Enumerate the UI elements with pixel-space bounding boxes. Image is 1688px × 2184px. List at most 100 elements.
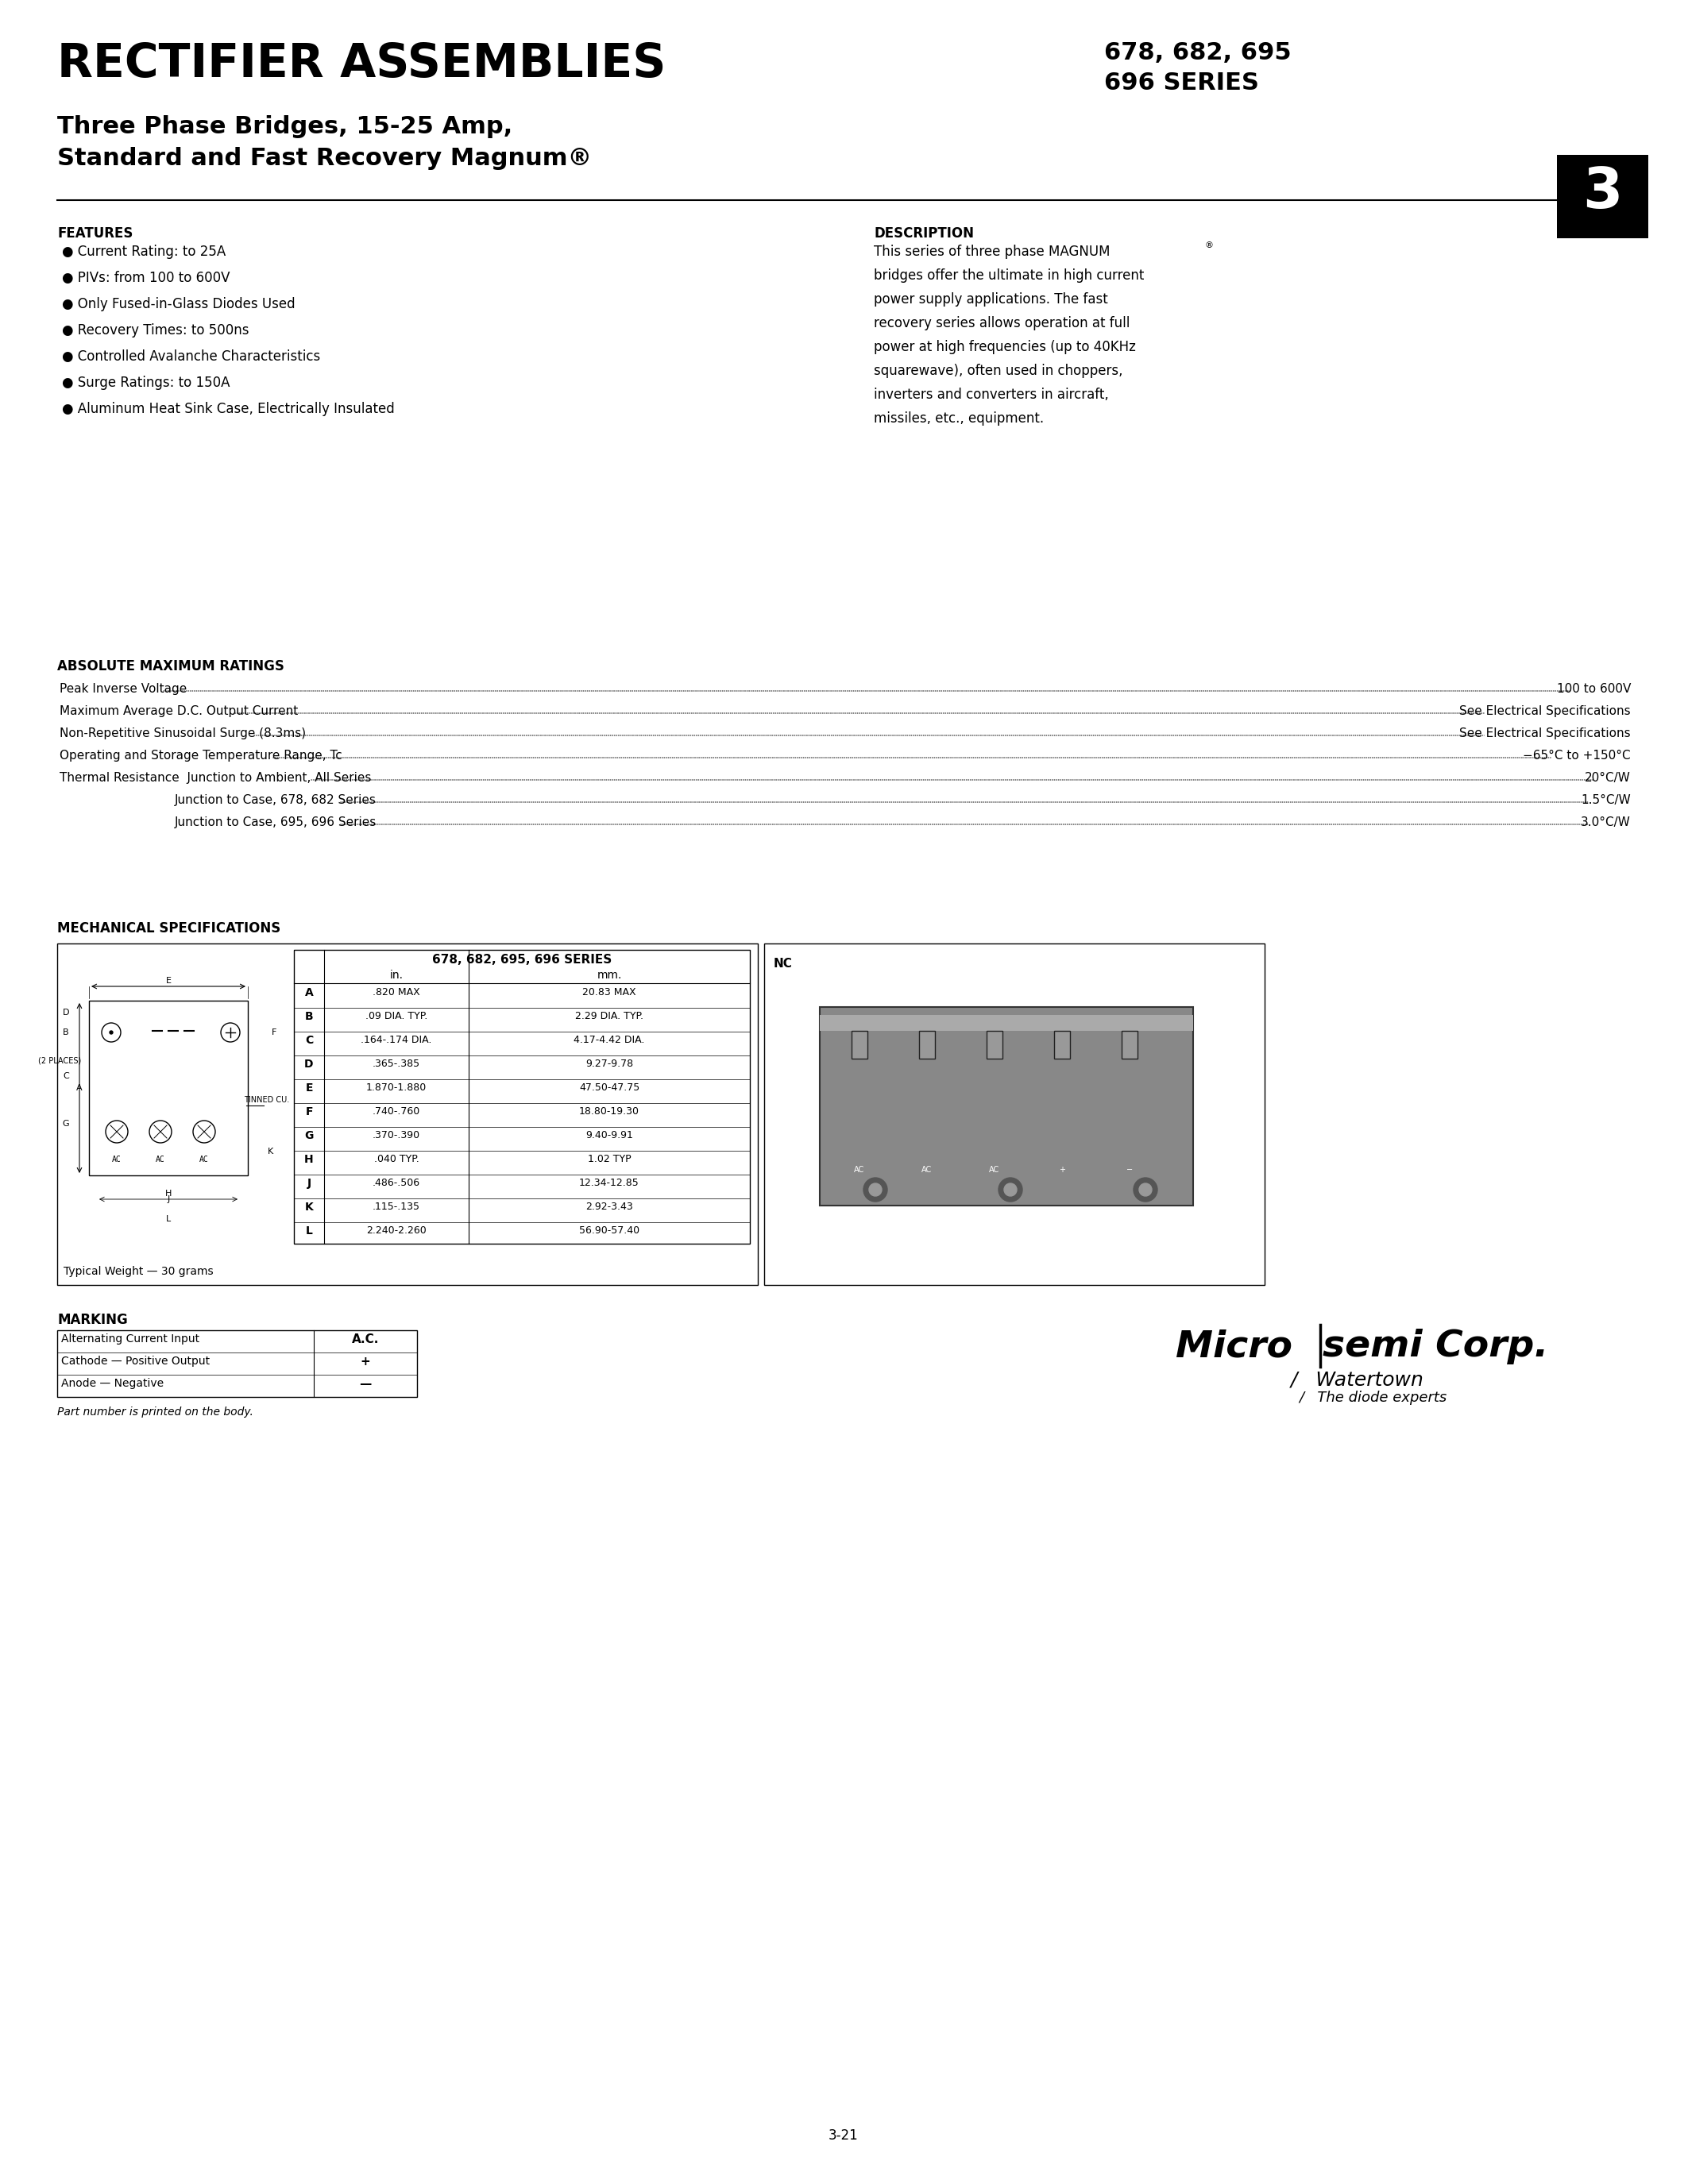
Text: Standard and Fast Recovery Magnum®: Standard and Fast Recovery Magnum® <box>57 146 592 170</box>
Text: AC: AC <box>155 1155 165 1164</box>
Text: Micro: Micro <box>1175 1328 1293 1365</box>
Text: TINNED CU.: TINNED CU. <box>243 1096 289 1103</box>
Text: 20°C/W: 20°C/W <box>1585 771 1631 784</box>
Text: See Electrical Specifications: See Electrical Specifications <box>1460 727 1631 740</box>
Text: .370-.390: .370-.390 <box>373 1129 420 1140</box>
Bar <box>1556 155 1647 238</box>
Text: (2 PLACES): (2 PLACES) <box>37 1057 81 1064</box>
Text: Three Phase Bridges, 15-25 Amp,: Three Phase Bridges, 15-25 Amp, <box>57 116 513 138</box>
Text: ®: ® <box>1204 242 1214 249</box>
Text: .040 TYP.: .040 TYP. <box>373 1153 419 1164</box>
Bar <box>1121 1031 1138 1059</box>
Bar <box>820 1016 1193 1031</box>
Text: FEATURES: FEATURES <box>57 227 133 240</box>
Text: This series of three phase MAGNUM: This series of three phase MAGNUM <box>874 245 1111 260</box>
Text: ● Current Rating: to 25A: ● Current Rating: to 25A <box>62 245 226 260</box>
Text: MECHANICAL SPECIFICATIONS: MECHANICAL SPECIFICATIONS <box>57 922 280 935</box>
Bar <box>57 1330 417 1398</box>
Text: K: K <box>306 1201 314 1212</box>
Text: Anode — Negative: Anode — Negative <box>61 1378 164 1389</box>
Text: AC: AC <box>922 1166 932 1173</box>
Text: −: − <box>1126 1166 1133 1173</box>
Circle shape <box>999 1177 1023 1201</box>
Text: A: A <box>76 1083 83 1092</box>
Text: semi Corp.: semi Corp. <box>1323 1328 1548 1365</box>
Text: RECTIFIER ASSEMBLIES: RECTIFIER ASSEMBLIES <box>57 41 667 87</box>
Text: −65°C to +150°C: −65°C to +150°C <box>1523 749 1631 762</box>
Text: DESCRIPTION: DESCRIPTION <box>874 227 974 240</box>
Text: D: D <box>62 1009 69 1016</box>
Text: +: + <box>1058 1166 1065 1173</box>
Text: B: B <box>306 1011 314 1022</box>
Text: 18.80-19.30: 18.80-19.30 <box>579 1107 640 1116</box>
Text: 3-21: 3-21 <box>829 2129 859 2143</box>
Text: ABSOLUTE MAXIMUM RATINGS: ABSOLUTE MAXIMUM RATINGS <box>57 660 284 673</box>
Circle shape <box>1004 1184 1016 1197</box>
Text: AC: AC <box>854 1166 864 1173</box>
Text: L: L <box>165 1214 170 1223</box>
Text: /   Watertown: / Watertown <box>1291 1369 1425 1389</box>
Text: E: E <box>306 1083 312 1094</box>
Text: .486-.506: .486-.506 <box>373 1177 420 1188</box>
Text: ● Recovery Times: to 500ns: ● Recovery Times: to 500ns <box>62 323 250 339</box>
Text: recovery series allows operation at full: recovery series allows operation at full <box>874 317 1129 330</box>
Text: 2.240-2.260: 2.240-2.260 <box>366 1225 427 1236</box>
Text: E: E <box>165 976 170 985</box>
Text: B: B <box>62 1029 69 1037</box>
Text: 4.17-4.42 DIA.: 4.17-4.42 DIA. <box>574 1035 645 1046</box>
Text: +: + <box>360 1356 370 1367</box>
Text: mm.: mm. <box>598 970 621 981</box>
Text: H: H <box>165 1190 172 1197</box>
Text: /   The diode experts: / The diode experts <box>1298 1391 1447 1404</box>
Text: in.: in. <box>390 970 403 981</box>
Text: K: K <box>268 1147 273 1155</box>
Bar <box>294 950 749 1243</box>
Circle shape <box>110 1031 113 1033</box>
Text: H: H <box>304 1153 314 1164</box>
Text: 12.34-12.85: 12.34-12.85 <box>579 1177 640 1188</box>
Text: Cathode — Positive Output: Cathode — Positive Output <box>61 1356 209 1367</box>
Bar <box>89 1000 248 1175</box>
Text: See Electrical Specifications: See Electrical Specifications <box>1460 705 1631 716</box>
Text: 9.40-9.91: 9.40-9.91 <box>586 1129 633 1140</box>
Text: Alternating Current Input: Alternating Current Input <box>61 1334 199 1345</box>
Text: 56.90-57.40: 56.90-57.40 <box>579 1225 640 1236</box>
Bar <box>918 1031 935 1059</box>
Text: .09 DIA. TYP.: .09 DIA. TYP. <box>365 1011 427 1022</box>
Text: 9.27-9.78: 9.27-9.78 <box>586 1059 633 1068</box>
Text: Non-Repetitive Sinusoidal Surge (8.3ms): Non-Repetitive Sinusoidal Surge (8.3ms) <box>59 727 306 740</box>
Text: 100 to 600V: 100 to 600V <box>1556 684 1631 695</box>
Text: AC: AC <box>989 1166 999 1173</box>
Text: —: — <box>360 1378 371 1389</box>
Bar <box>851 1031 868 1059</box>
Text: A.C.: A.C. <box>351 1334 380 1345</box>
Text: ● PIVs: from 100 to 600V: ● PIVs: from 100 to 600V <box>62 271 230 286</box>
Circle shape <box>1139 1184 1151 1197</box>
Text: 2.92-3.43: 2.92-3.43 <box>586 1201 633 1212</box>
Text: squarewave), often used in choppers,: squarewave), often used in choppers, <box>874 365 1123 378</box>
Text: G: G <box>304 1129 314 1142</box>
Bar <box>820 1007 1193 1206</box>
Text: Part number is printed on the body.: Part number is printed on the body. <box>57 1406 253 1417</box>
Text: MARKING: MARKING <box>57 1313 128 1328</box>
Text: bridges offer the ultimate in high current: bridges offer the ultimate in high curre… <box>874 269 1144 282</box>
Text: 1.02 TYP: 1.02 TYP <box>587 1153 631 1164</box>
Bar <box>765 943 1264 1284</box>
Text: A: A <box>306 987 314 998</box>
Text: power supply applications. The fast: power supply applications. The fast <box>874 293 1107 306</box>
Text: power at high frequencies (up to 40KHz: power at high frequencies (up to 40KHz <box>874 341 1136 354</box>
Text: F: F <box>306 1107 312 1118</box>
Circle shape <box>869 1184 881 1197</box>
Text: NC: NC <box>773 959 793 970</box>
Text: F: F <box>272 1029 277 1037</box>
Text: AC: AC <box>199 1155 209 1164</box>
Text: ● Surge Ratings: to 150A: ● Surge Ratings: to 150A <box>62 376 230 391</box>
Bar <box>57 943 758 1284</box>
Text: ● Controlled Avalanche Characteristics: ● Controlled Avalanche Characteristics <box>62 349 321 365</box>
Text: 1.870-1.880: 1.870-1.880 <box>366 1083 427 1092</box>
Text: inverters and converters in aircraft,: inverters and converters in aircraft, <box>874 387 1109 402</box>
Circle shape <box>1134 1177 1158 1201</box>
Text: 47.50-47.75: 47.50-47.75 <box>579 1083 640 1092</box>
Bar <box>986 1031 1003 1059</box>
Text: 678, 682, 695, 696 SERIES: 678, 682, 695, 696 SERIES <box>432 954 611 965</box>
